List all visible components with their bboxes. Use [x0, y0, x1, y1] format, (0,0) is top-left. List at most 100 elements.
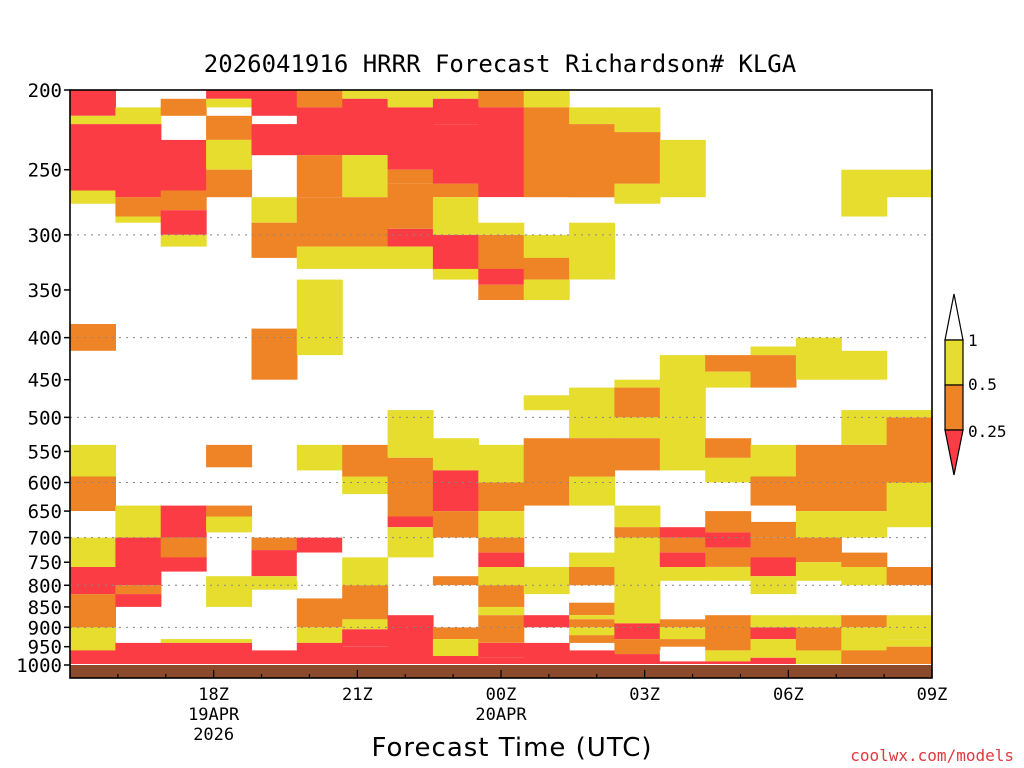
y-tick-label: 700 [28, 528, 62, 550]
heatmap-cell [115, 505, 162, 538]
heatmap-cell [750, 657, 797, 665]
heatmap-cell [569, 387, 616, 439]
heatmap-cell [296, 279, 343, 356]
heatmap-cell [705, 661, 752, 665]
heatmap-cell [342, 90, 389, 99]
heatmap-cell [569, 615, 616, 620]
heatmap-cell [750, 576, 797, 595]
x-tick-label: 21Z [342, 685, 373, 705]
heatmap-cell [614, 505, 661, 528]
heatmap-cell [387, 410, 434, 458]
heatmap-cell [160, 190, 207, 211]
colorbar-bin [944, 384, 964, 431]
heatmap-cell [705, 511, 752, 533]
heatmap-cell [115, 107, 162, 124]
heatmap-cell [841, 552, 888, 567]
heatmap-cell [478, 552, 525, 567]
y-tick-label: 500 [28, 407, 62, 429]
heatmap-cells [70, 90, 933, 666]
heatmap-cell [478, 511, 525, 538]
heatmap-cell [478, 107, 525, 198]
heatmap-cell [614, 379, 661, 388]
heatmap-cell [342, 98, 389, 156]
heatmap-cell [296, 197, 343, 247]
heatmap-cell [614, 132, 661, 184]
heatmap-cell [841, 350, 888, 380]
heatmap-cell [523, 615, 570, 628]
heatmap-cell [160, 557, 207, 572]
heatmap-cell [206, 115, 253, 140]
heatmap-cell [705, 355, 752, 372]
heatmap-cell [342, 444, 389, 477]
heatmap-cell [296, 444, 343, 471]
heatmap-cell [523, 642, 570, 665]
heatmap-cell [432, 470, 479, 512]
heatmap-cell [70, 537, 116, 567]
heatmap-cell [70, 594, 116, 628]
heatmap-cell [296, 246, 343, 269]
heatmap-cell [70, 476, 116, 512]
heatmap-cell [795, 511, 842, 538]
heatmap-cell [659, 627, 706, 640]
colorbar-tick-label: 0.25 [968, 422, 1007, 441]
heatmap-cell [478, 642, 525, 658]
heatmap-cell [478, 444, 525, 483]
heatmap-cell [659, 355, 706, 418]
y-tick-label: 350 [28, 280, 62, 302]
heatmap-cell [342, 646, 389, 665]
colorbar-bin [944, 339, 964, 386]
heatmap-cell [750, 521, 797, 538]
heatmap-cell [160, 234, 207, 247]
heatmap-cell [614, 107, 661, 132]
y-tick-label: 450 [28, 370, 62, 392]
heatmap-cell [569, 107, 616, 124]
heatmap-cell [387, 457, 434, 517]
heatmap-cell [70, 627, 116, 651]
heatmap-cell [841, 169, 888, 217]
heatmap-cell [478, 234, 525, 269]
heatmap-cell [70, 650, 116, 665]
heatmap-cell [206, 444, 253, 468]
heatmap-cell [206, 576, 253, 607]
heatmap-cell [659, 567, 706, 581]
x-tick-label: 06Z [773, 685, 804, 705]
heatmap-cell [206, 98, 253, 108]
y-tick-label: 750 [28, 552, 62, 574]
heatmap-cell [523, 567, 570, 595]
heatmap-cell [523, 395, 570, 411]
heatmap-cell [342, 155, 389, 198]
heatmap-cell [795, 562, 842, 581]
heatmap-cell [115, 216, 162, 223]
heatmap-cell [750, 476, 797, 506]
heatmap-cell [478, 90, 525, 108]
heatmap-cell [569, 567, 616, 586]
heatmap-cell [432, 183, 479, 198]
heatmap-cell [569, 124, 616, 198]
heatmap-cell [478, 197, 525, 223]
heatmap-cell [206, 505, 253, 517]
heatmap-cell [296, 627, 343, 643]
heatmap-cell [614, 387, 661, 418]
heatmap-cell [886, 169, 933, 198]
y-tick-label: 250 [28, 160, 62, 182]
heatmap-cell [841, 444, 888, 512]
y-axis: 200 250 300 350 400 450 500 550 600 650 7007508008… [16, 80, 70, 677]
heatmap-cell [342, 494, 389, 558]
heatmap-cell [206, 139, 253, 170]
heatmap-cell [432, 627, 479, 640]
heatmap-cell [115, 124, 162, 198]
heatmap-cell [160, 639, 207, 643]
heatmap-cell [841, 511, 888, 538]
heatmap-cell [387, 516, 434, 528]
heatmap-cell [523, 257, 570, 280]
heatmap-cell [70, 444, 116, 477]
heatmap-cell [432, 268, 479, 280]
heatmap-cell [296, 642, 343, 665]
heatmap-cell [251, 537, 298, 551]
heatmap-cell [115, 642, 162, 665]
heatmap-cell [387, 228, 434, 247]
heatmap-cell [523, 279, 570, 300]
heatmap-cell [523, 90, 570, 108]
heatmap-cell [750, 444, 797, 477]
